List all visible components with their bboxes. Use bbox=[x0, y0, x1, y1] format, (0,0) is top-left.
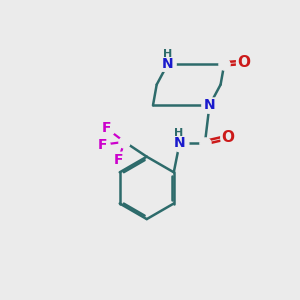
Text: H: H bbox=[174, 128, 183, 138]
Text: F: F bbox=[102, 122, 111, 136]
Text: H: H bbox=[163, 49, 172, 59]
Text: O: O bbox=[237, 55, 250, 70]
Text: N: N bbox=[162, 57, 174, 71]
Text: N: N bbox=[204, 98, 215, 112]
Text: N: N bbox=[174, 136, 185, 150]
Text: F: F bbox=[114, 153, 123, 167]
Text: O: O bbox=[222, 130, 235, 145]
Text: F: F bbox=[98, 138, 107, 152]
